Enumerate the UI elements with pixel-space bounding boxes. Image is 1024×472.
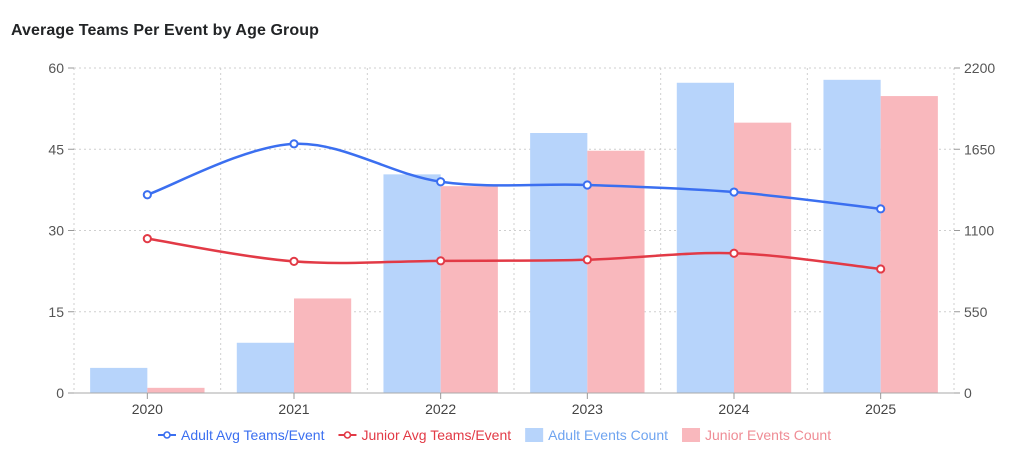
left-axis-tick-label: 30 (48, 223, 64, 239)
x-axis-tick-label: 2022 (425, 401, 456, 417)
legend-label-adult-avg-teams-event: Adult Avg Teams/Event (181, 427, 325, 443)
right-axis-tick-label: 2200 (964, 60, 995, 76)
line-junior-avg-teams-event (147, 237, 881, 271)
point-adult-avg-teams-event (436, 177, 446, 187)
bar-adult-events-count (90, 367, 148, 393)
bar-junior-events-count (880, 96, 938, 394)
bar-adult-events-count (823, 79, 881, 394)
right-axis-tick-label: 0 (964, 385, 972, 401)
point-junior-avg-teams-event (876, 264, 886, 274)
bar-adult-events-count (236, 342, 294, 393)
point-junior-avg-teams-event (582, 255, 592, 265)
bar-junior-events-count (147, 387, 205, 393)
point-junior-avg-teams-event (436, 256, 446, 266)
legend-marker-adult-avg-teams-event (163, 431, 171, 439)
legend-swatch-adult-events-count (525, 428, 544, 442)
bar-junior-events-count (440, 186, 498, 393)
bar-adult-events-count (676, 82, 734, 393)
line-adult-avg-teams-event (146, 142, 881, 211)
legend-label-adult-events-count: Adult Events Count (548, 427, 668, 443)
legend-label-junior-events-count: Junior Events Count (705, 427, 831, 443)
legend-label-junior-avg-teams-event: Junior Avg Teams/Event (361, 427, 511, 443)
point-junior-avg-teams-event (289, 256, 299, 266)
left-axis-tick-label: 15 (48, 304, 64, 320)
bar-junior-events-count (587, 150, 645, 393)
x-axis-tick-label: 2025 (865, 401, 896, 417)
x-axis-tick-label: 2020 (132, 401, 163, 417)
point-adult-avg-teams-event (582, 180, 592, 190)
x-axis-tick-label: 2023 (572, 401, 603, 417)
point-adult-avg-teams-event (729, 187, 739, 197)
bar-adult-events-count (530, 133, 588, 393)
legend-swatch-junior-events-count (682, 428, 701, 442)
point-adult-avg-teams-event (142, 190, 152, 200)
point-adult-avg-teams-event (289, 139, 299, 149)
point-junior-avg-teams-event (142, 234, 152, 244)
legend-marker-junior-avg-teams-event (343, 431, 352, 439)
left-axis-tick-label: 45 (48, 141, 64, 157)
right-axis-tick-label: 550 (964, 304, 988, 320)
x-axis-tick-label: 2024 (718, 401, 749, 417)
bar-adult-events-count (383, 174, 441, 393)
left-axis-tick-label: 60 (48, 60, 64, 76)
left-axis-tick-label: 0 (56, 385, 64, 401)
point-adult-avg-teams-event (876, 204, 886, 214)
right-axis-tick-label: 1100 (964, 223, 994, 239)
point-junior-avg-teams-event (729, 248, 739, 258)
right-axis-tick-label: 1650 (964, 141, 995, 157)
chart-title: Average Teams Per Event by Age Group (11, 22, 319, 39)
bar-junior-events-count (294, 298, 352, 393)
x-axis-tick-label: 2021 (278, 401, 309, 417)
